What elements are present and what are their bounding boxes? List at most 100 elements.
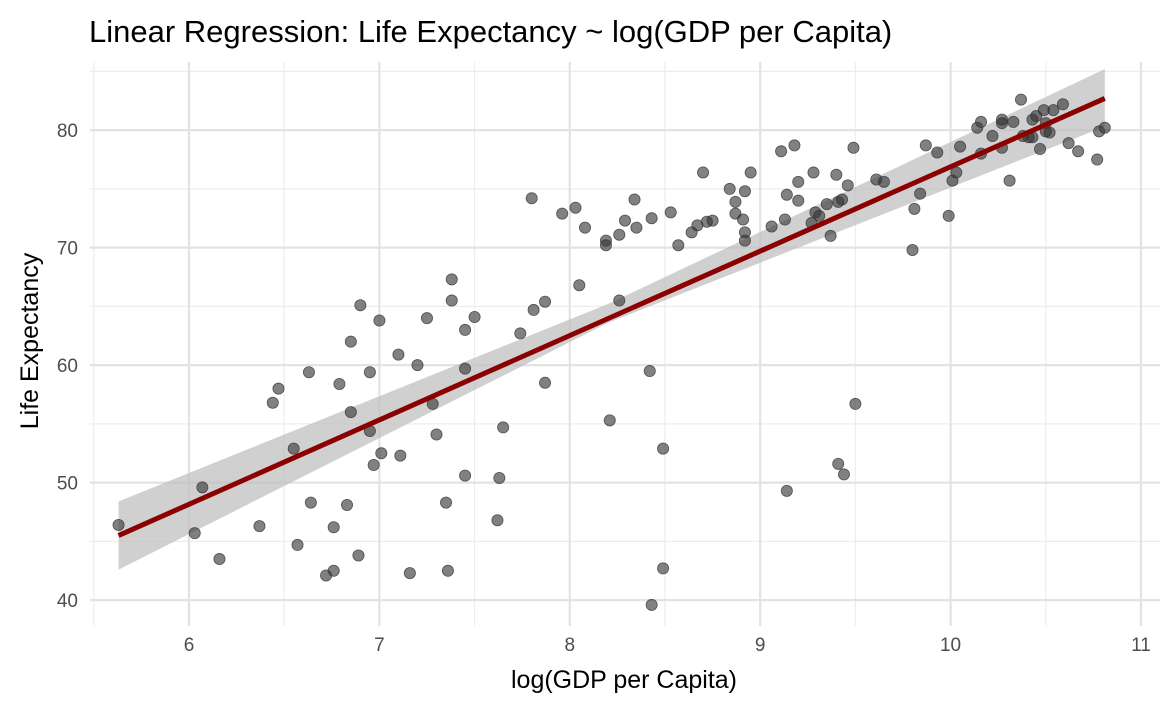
x-tick-label: 7 <box>374 635 385 656</box>
data-point <box>403 567 416 580</box>
x-tick-label: 11 <box>1131 635 1151 656</box>
data-point <box>539 376 552 389</box>
data-point <box>841 179 854 192</box>
data-point <box>613 228 626 241</box>
data-point <box>539 295 552 308</box>
data-point <box>603 414 616 427</box>
y-tick-label: 70 <box>57 239 78 260</box>
data-point <box>628 193 641 206</box>
data-point <box>619 214 632 227</box>
data-point <box>497 421 510 434</box>
data-point <box>579 221 592 234</box>
data-point <box>440 496 453 509</box>
data-point <box>1072 145 1085 158</box>
data-point <box>352 549 365 562</box>
data-point <box>1098 121 1111 134</box>
x-tick-label: 8 <box>564 635 575 656</box>
data-point <box>813 209 826 222</box>
data-point <box>697 166 710 179</box>
data-point <box>914 187 927 200</box>
data-point <box>253 520 266 533</box>
data-point <box>775 145 788 158</box>
data-point <box>942 209 955 222</box>
data-point <box>363 366 376 379</box>
data-point <box>737 213 750 226</box>
data-point <box>493 471 506 484</box>
data-point <box>599 239 612 252</box>
data-point <box>630 221 643 234</box>
data-point <box>738 185 751 198</box>
data-point <box>327 521 340 534</box>
y-axis-tick-labels: 40 50 60 70 80 <box>57 121 78 612</box>
data-point <box>792 175 805 188</box>
data-point <box>441 564 454 577</box>
data-point <box>706 214 719 227</box>
data-point <box>657 562 670 575</box>
data-point <box>1043 126 1056 139</box>
data-point <box>569 201 582 214</box>
data-point <box>445 294 458 307</box>
data-point <box>445 273 458 286</box>
data-point <box>906 243 919 256</box>
x-tick-label: 6 <box>184 635 195 656</box>
data-point <box>919 139 932 152</box>
y-tick-label: 80 <box>57 121 78 142</box>
data-point <box>344 406 357 419</box>
data-point <box>820 198 833 211</box>
data-point <box>613 294 626 307</box>
data-point <box>514 327 527 340</box>
data-point <box>744 166 757 179</box>
y-tick-label: 60 <box>57 356 78 377</box>
regression-line <box>117 96 1106 538</box>
data-point <box>645 598 658 611</box>
data-point <box>986 130 999 143</box>
data-point <box>975 115 988 128</box>
x-axis-tick-labels: 6 7 8 9 10 11 <box>184 635 1151 656</box>
data-point <box>327 564 340 577</box>
data-point <box>341 498 354 511</box>
data-point <box>788 139 801 152</box>
data-point <box>643 365 656 378</box>
data-point <box>931 146 944 159</box>
chart-title: Linear Regression: Life Expectancy ~ log… <box>89 14 892 49</box>
data-point <box>1015 93 1028 106</box>
data-point <box>657 442 670 455</box>
data-point <box>525 192 538 205</box>
data-point <box>459 469 472 482</box>
y-axis-title: Life Expectancy <box>16 252 44 429</box>
data-point <box>908 202 921 215</box>
data-point <box>196 481 209 494</box>
data-point <box>830 168 843 181</box>
data-point <box>266 396 279 409</box>
data-point <box>302 366 315 379</box>
data-points <box>112 93 1111 611</box>
data-point <box>367 459 380 472</box>
data-point <box>344 335 357 348</box>
data-point <box>394 449 407 462</box>
data-point <box>527 303 540 316</box>
data-point <box>304 496 317 509</box>
data-point <box>354 299 367 312</box>
data-point <box>672 239 685 252</box>
data-point <box>807 166 820 179</box>
data-point <box>780 484 793 497</box>
data-point <box>1056 98 1069 111</box>
data-point <box>459 362 472 375</box>
data-point <box>459 323 472 336</box>
data-point <box>778 213 791 226</box>
data-point <box>729 195 742 208</box>
x-tick-label: 10 <box>940 635 961 656</box>
data-point <box>849 397 862 410</box>
data-point <box>213 553 226 566</box>
data-point <box>430 428 443 441</box>
y-tick-label: 40 <box>57 591 78 612</box>
data-point <box>272 382 285 395</box>
data-point <box>645 212 658 225</box>
x-axis-title: log(GDP per Capita) <box>511 666 737 694</box>
data-point <box>723 182 736 195</box>
data-point <box>832 457 845 470</box>
data-point <box>375 447 388 460</box>
data-point <box>411 359 424 372</box>
data-point <box>287 442 300 455</box>
